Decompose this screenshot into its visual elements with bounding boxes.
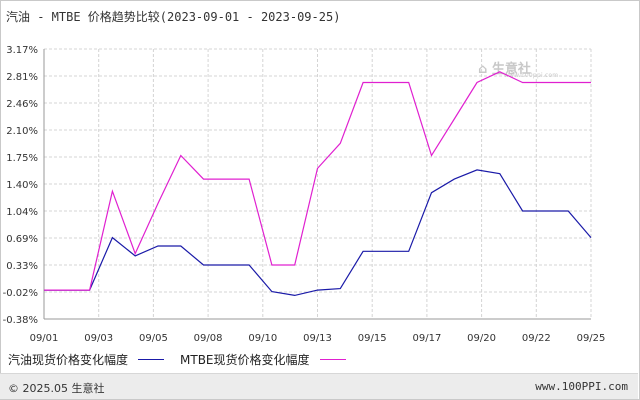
chart-title: 汽油 - MTBE 价格趋势比较(2023-09-01 - 2023-09-25… (6, 10, 341, 24)
x-tick-label: 09/08 (194, 333, 223, 344)
x-tick-label: 09/03 (84, 333, 113, 344)
y-tick-label: 0.69% (6, 234, 38, 245)
y-tick-label: 0.33% (6, 261, 38, 272)
y-tick-label: 1.04% (6, 207, 38, 218)
legend: 汽油现货价格变化幅度 MTBE现货价格变化幅度 (8, 351, 362, 368)
y-tick-label: 3.17% (6, 45, 38, 56)
y-tick-label: 1.40% (6, 180, 38, 191)
y-tick-label: -0.02% (3, 288, 38, 299)
x-tick-label: 09/15 (358, 333, 387, 344)
x-tick-label: 09/17 (412, 333, 441, 344)
x-tick-label: 09/05 (139, 333, 168, 344)
y-tick-label: 2.10% (6, 126, 38, 137)
x-tick-label: 09/10 (248, 333, 277, 344)
x-tick-label: 09/01 (30, 333, 59, 344)
y-axis-labels: 3.17% 2.81% 2.46% 2.10% 1.75% 1.40% 1.04% 0.69%… (3, 45, 38, 326)
x-axis-labels: 09/01 09/03 09/05 09/08 09/10 09/13 09/15 09/17… (30, 333, 606, 344)
y-tick-label: -0.38% (3, 315, 38, 326)
y-tick-label: 2.81% (6, 72, 38, 83)
legend-swatch-series2 (319, 359, 346, 360)
watermark-icon: ⌂ (478, 62, 488, 77)
x-tick-label: 09/13 (303, 333, 332, 344)
x-tick-label: 09/25 (577, 333, 606, 344)
series-lines (44, 71, 592, 297)
x-tick-label: 09/22 (522, 333, 551, 344)
x-tick-label: 09/20 (467, 333, 496, 344)
grid (43, 48, 592, 320)
series-line-2 (44, 71, 591, 291)
legend-label-series2: MTBE现货价格变化幅度 (180, 353, 310, 367)
footer: © 2025.05 生意社 www.100PPI.com (0, 373, 638, 399)
y-tick-label: 2.46% (6, 99, 38, 110)
legend-swatch-series1 (138, 359, 165, 360)
footer-copyright: © 2025.05 生意社 (8, 382, 105, 395)
y-tick-label: 1.75% (6, 153, 38, 164)
legend-label-series1: 汽油现货价格变化幅度 (8, 353, 129, 367)
series-line-1 (44, 169, 592, 297)
footer-url[interactable]: www.100PPI.com (535, 380, 628, 393)
